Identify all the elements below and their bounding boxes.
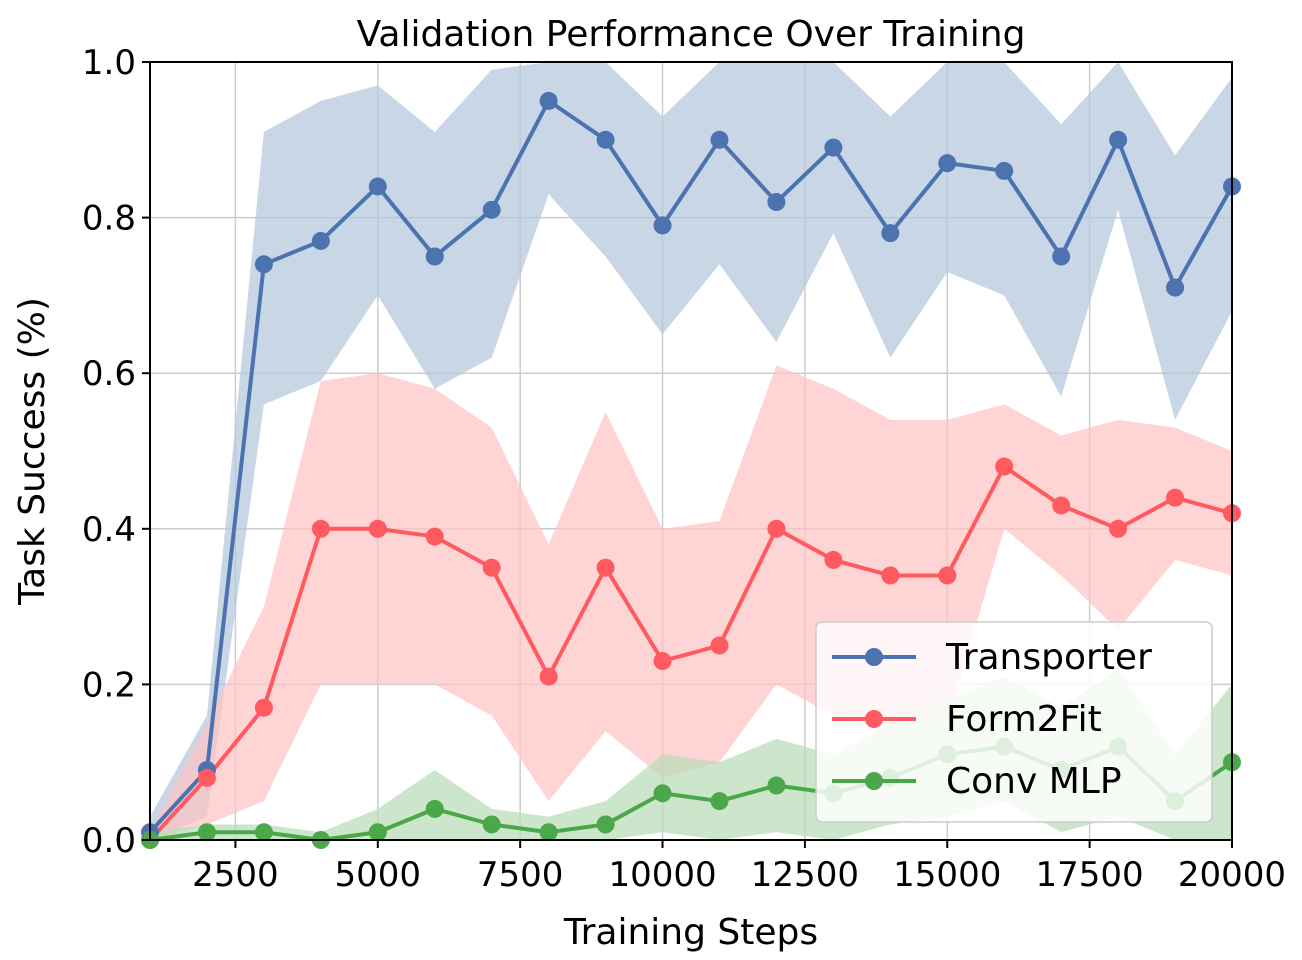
transporter-point (368, 177, 387, 196)
form2fit-point (767, 519, 786, 538)
y-tick-label: 0.8 (82, 199, 136, 239)
x-tick-label: 5000 (335, 855, 422, 895)
transporter-point (1166, 278, 1185, 297)
transporter-point (254, 255, 273, 274)
conv-mlp-point (596, 815, 615, 834)
conv-mlp-point (482, 815, 501, 834)
y-tick-label: 0.0 (82, 821, 136, 861)
x-tick-label: 17500 (1036, 855, 1144, 895)
transporter-point (767, 193, 786, 212)
transporter-point (710, 130, 729, 149)
transporter-band (150, 62, 1232, 840)
y-axis-ticks: 0.0 0.2 0.4 0.6 0.8 1.0 (82, 43, 150, 861)
legend-transporter-label: Transporter (945, 637, 1152, 678)
x-tick-label: 12500 (751, 855, 859, 895)
form2fit-point (197, 768, 216, 787)
form2fit-point (653, 652, 672, 671)
chart-title: Validation Performance Over Training (357, 14, 1026, 55)
legend: Transporter Form2Fit Conv MLP (815, 621, 1213, 823)
series-markers (141, 91, 1241, 849)
form2fit-point (425, 527, 444, 546)
form2fit-point (1052, 496, 1071, 515)
conv-mlp-point (767, 776, 786, 795)
x-tick-label: 7500 (477, 855, 564, 895)
transporter-point (881, 224, 900, 243)
transporter-point (1052, 247, 1071, 266)
form2fit-point (482, 558, 501, 577)
x-tick-label: 20000 (1178, 855, 1286, 895)
y-axis-label: Task Success (%) (12, 297, 53, 606)
transporter-point (596, 130, 615, 149)
plot-frame (149, 61, 1233, 841)
transporter-point (311, 231, 330, 250)
y-tick-label: 0.2 (82, 665, 136, 705)
transporter-point (482, 200, 501, 219)
form2fit-point (254, 698, 273, 717)
x-tick-label: 10000 (608, 855, 716, 895)
transporter-point (425, 247, 444, 266)
transporter-point (995, 161, 1014, 180)
conv-mlp-point (653, 784, 672, 803)
form2fit-point (311, 519, 330, 538)
conv-mlp-point (539, 823, 558, 842)
form2fit-point (995, 457, 1014, 476)
conv-mlp-point (710, 792, 729, 811)
legend-form2fit-label: Form2Fit (946, 699, 1102, 740)
form2fit-line (148, 464, 1233, 842)
transporter-point (938, 154, 957, 173)
conv-mlp-point (368, 823, 387, 842)
x-axis-label: Training Steps (563, 912, 818, 953)
form2fit-point (1166, 488, 1185, 507)
transporter-line (148, 98, 1234, 834)
transporter-point (824, 138, 843, 157)
x-axis-ticks: 2500 5000 7500 10000 12500 15000 17500 20000 (192, 840, 1286, 895)
form2fit-point (539, 667, 558, 686)
conv-mlp-point (197, 823, 216, 842)
form2fit-point (938, 566, 957, 585)
form2fit-point (1109, 519, 1128, 538)
legend-conv-mlp-marker (865, 772, 883, 790)
conv-mlp-point (254, 823, 273, 842)
transporter-point (1109, 130, 1128, 149)
legend-transporter-marker (865, 648, 883, 666)
y-tick-label: 0.6 (82, 354, 136, 394)
x-tick-label: 15000 (893, 855, 1001, 895)
form2fit-point (881, 566, 900, 585)
form2fit-point (596, 558, 615, 577)
transporter-point (653, 216, 672, 235)
form2fit-band (150, 365, 1232, 840)
transporter-point (539, 91, 558, 110)
y-tick-label: 1.0 (82, 43, 136, 83)
form2fit-point (824, 550, 843, 569)
form2fit-point (368, 519, 387, 538)
form2fit-point (710, 636, 729, 655)
legend-box (815, 621, 1213, 823)
legend-conv-mlp-label: Conv MLP (946, 761, 1122, 802)
legend-form2fit-marker (865, 710, 883, 728)
y-tick-label: 0.4 (82, 510, 136, 550)
conv-mlp-point (425, 799, 444, 818)
x-tick-label: 2500 (192, 855, 279, 895)
